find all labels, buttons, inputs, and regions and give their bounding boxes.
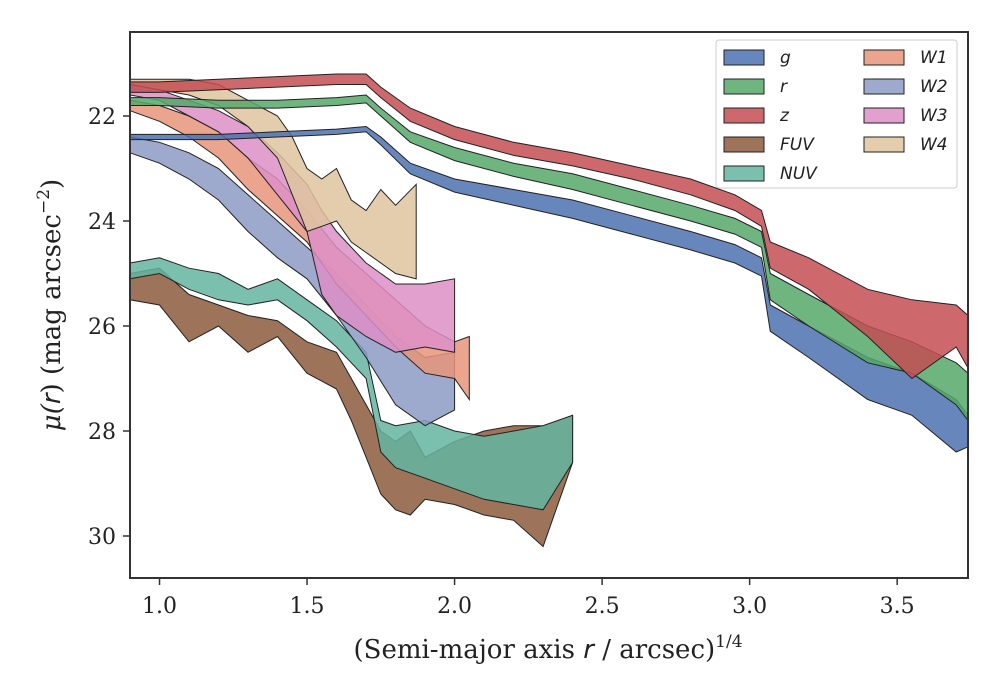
legend-label-fuv: FUV — [780, 135, 815, 155]
legend-swatch-w1 — [863, 49, 905, 66]
legend-swatch-r — [723, 78, 765, 95]
y-axis-title: μ(r) (mag arcsec−2) — [34, 179, 67, 431]
legend-label-w3: W3 — [920, 106, 948, 126]
x-tick-label: 2.0 — [437, 594, 472, 619]
legend-swatch-g — [723, 49, 765, 66]
y-axis: 22 24 26 28 30 — [88, 105, 130, 550]
band-w2 — [129, 136, 456, 427]
y-tick-label: 28 — [88, 420, 116, 445]
x-tick-label: 3.5 — [880, 594, 915, 619]
legend-swatch-fuv — [723, 136, 765, 153]
band-w4 — [129, 78, 417, 280]
legend-label-nuv: NUV — [780, 164, 818, 184]
legend-label-r: r — [780, 77, 788, 97]
legend-label-w4: W4 — [920, 135, 948, 155]
legend-swatch-w3 — [863, 107, 905, 124]
legend-swatch-w4 — [863, 136, 905, 153]
legend-label-w1: W1 — [920, 48, 948, 68]
bands-layer — [129, 73, 969, 548]
x-tick-label: 1.5 — [290, 594, 325, 619]
plot-frame — [129, 31, 969, 579]
x-axis-title: (Semi-major axis r / arcsec)1/4 — [353, 632, 742, 665]
legend-swatch-nuv — [723, 165, 765, 182]
legend: grz FUV NUV W1 W2 W3 W4 — [715, 39, 958, 189]
y-tick-label: 30 — [88, 525, 116, 550]
y-tick-label: 22 — [88, 105, 116, 130]
legend-swatch-w2 — [863, 78, 905, 95]
legend-label-w2: W2 — [920, 77, 948, 97]
x-tick-label: 2.5 — [585, 594, 620, 619]
legend-label-z: z — [779, 106, 790, 126]
x-axis: 1.0 1.5 2.0 2.5 3.0 3.5 — [142, 578, 915, 619]
y-tick-label: 24 — [88, 210, 116, 235]
legend-label-g: g — [780, 48, 791, 68]
legend-swatch-z — [723, 107, 765, 124]
band-nuv — [129, 257, 574, 511]
y-tick-label: 26 — [88, 315, 116, 340]
x-tick-label: 1.0 — [142, 594, 177, 619]
x-tick-label: 3.0 — [732, 594, 767, 619]
